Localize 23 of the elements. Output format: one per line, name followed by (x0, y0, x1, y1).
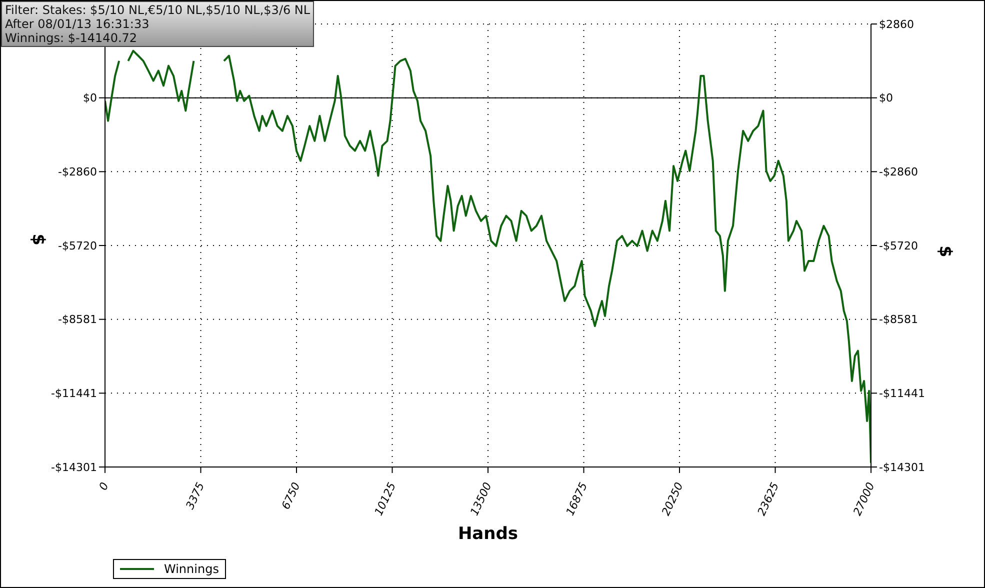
y2-tick-label: $0 (879, 92, 893, 105)
legend-label: Winnings (164, 562, 219, 576)
text: Filter: Stakes: $5/10 NL,€5/10 NL,$5/10 NL,$3/6 NL (5, 3, 310, 17)
y2-tick-label: -$2860 (879, 166, 918, 179)
y2-tick-label: -$11441 (879, 387, 925, 400)
y-tick-label: -$5720 (58, 239, 97, 252)
y-tick-label: -$8581 (58, 313, 97, 326)
y-tick-label: -$11441 (51, 387, 97, 400)
y2-tick-label: -$8581 (879, 313, 918, 326)
annotation: Winnings: $-14140.72 (5, 31, 138, 45)
y-axis-title: $ (28, 234, 48, 246)
x-tick-label: 3375 (183, 480, 208, 512)
y-tick-label: -$2860 (58, 166, 97, 179)
x-axis-title: Hands (458, 524, 518, 544)
y2-tick-label: -$14301 (879, 460, 925, 474)
y2-tick-label: $2860 (879, 18, 914, 31)
y2-axis-title: $ (934, 246, 955, 258)
y-tick-label: $0 (83, 92, 97, 105)
y-tick-label: -$14301 (51, 460, 97, 474)
annotation: After 08/01/13 16:31:33 (5, 17, 150, 31)
y2-tick-label: -$5720 (879, 239, 918, 252)
x-tick-label: 0 (96, 480, 112, 492)
x-tick-label: 6750 (279, 480, 303, 512)
